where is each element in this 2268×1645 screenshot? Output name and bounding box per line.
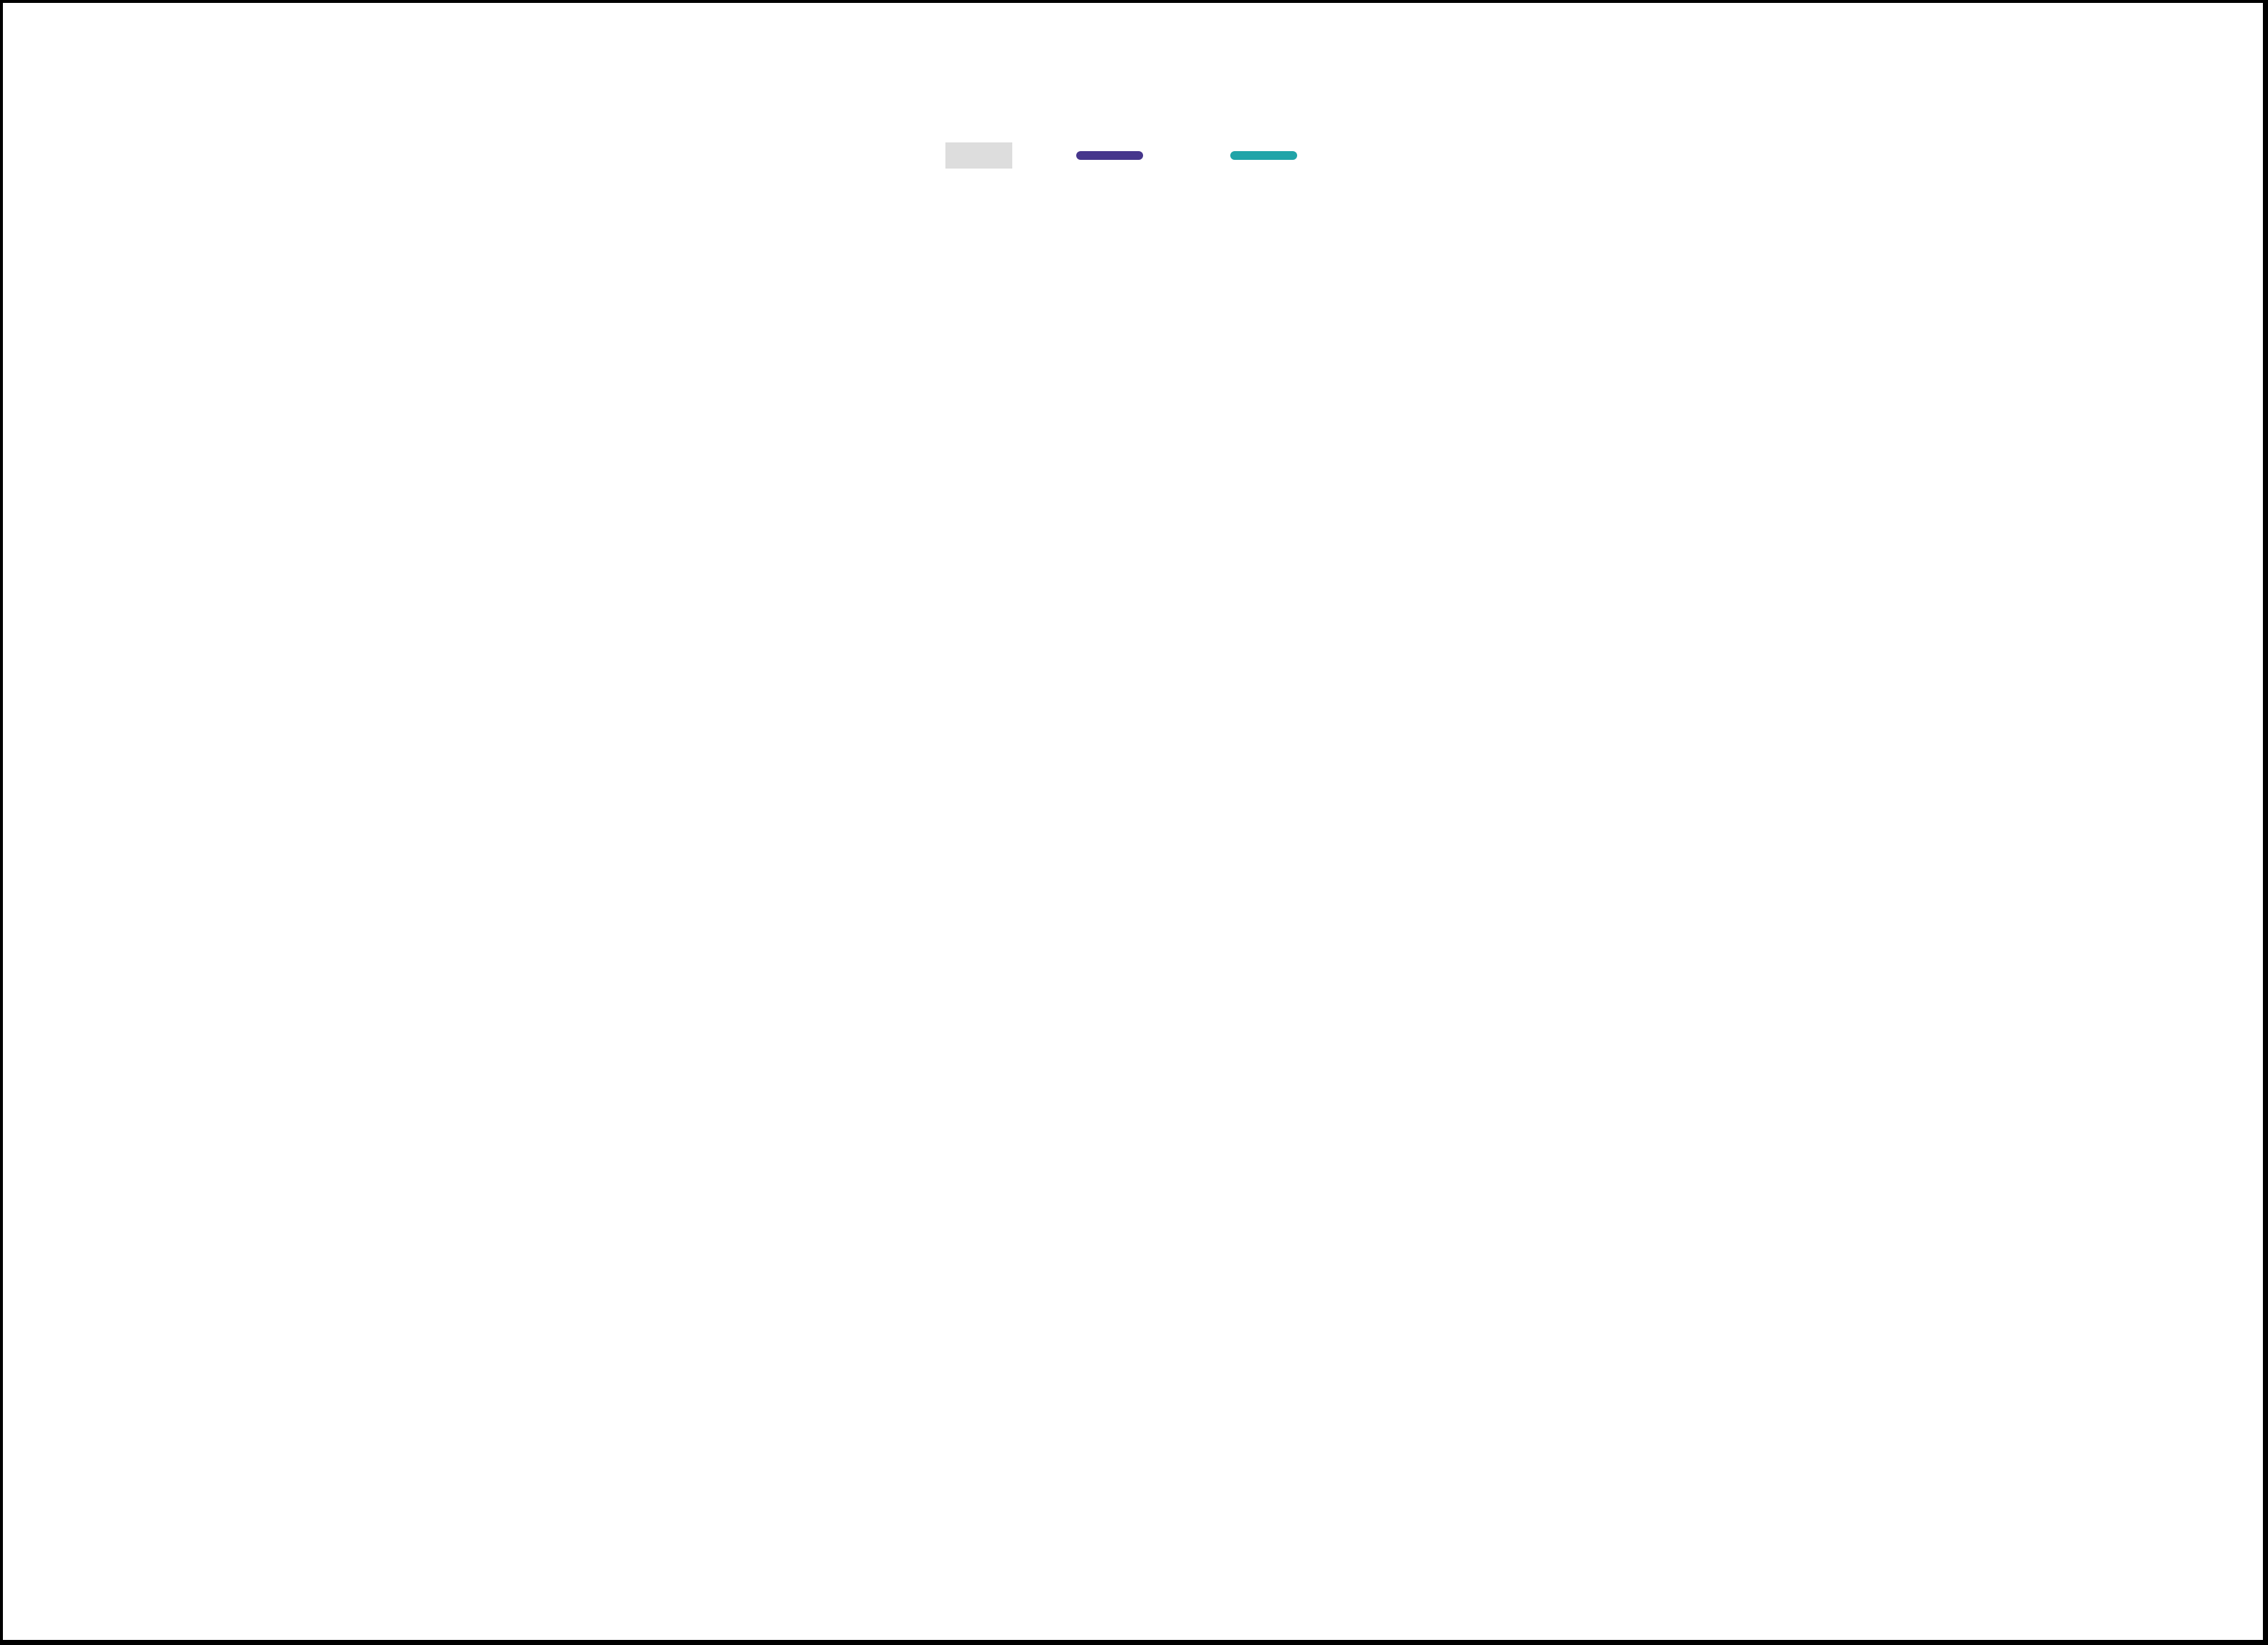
premium-swatch — [1230, 151, 1297, 160]
regular-swatch — [1076, 151, 1143, 160]
legend-item-premium — [1230, 151, 1323, 160]
legend-item-recessions — [945, 142, 1015, 169]
legend-item-regular — [1076, 151, 1169, 160]
chart-frame — [3, 3, 2263, 1640]
recession-swatch — [945, 142, 1012, 169]
legend — [0, 142, 2268, 169]
